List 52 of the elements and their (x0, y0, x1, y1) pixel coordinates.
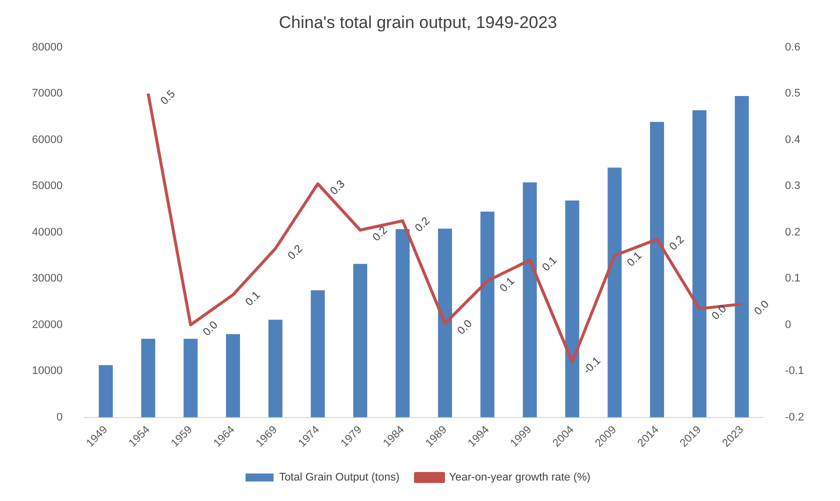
bar (650, 122, 664, 418)
data-label: 0.1 (625, 250, 644, 270)
y-tick-label: 80000 (32, 41, 63, 54)
y-tick-label: 30000 (32, 272, 63, 285)
bar (565, 200, 580, 418)
legend-label: Year-on-year growth rate (%) (449, 472, 590, 484)
data-label: 0.5 (158, 88, 178, 108)
y2-tick-label: 0.6 (785, 41, 800, 54)
y-tick-label: 70000 (32, 88, 63, 100)
data-label: 0.0 (455, 318, 475, 338)
bar (692, 110, 706, 418)
y-tick-label: 60000 (32, 134, 63, 146)
y-tick-label: 20000 (32, 318, 63, 331)
y2-tick-label: 0.2 (785, 226, 800, 238)
y-tick-label: 40000 (32, 226, 63, 238)
data-label: 0.1 (498, 275, 518, 295)
y2-tick-label: -0.2 (785, 411, 804, 424)
y-tick-label: 10000 (32, 365, 63, 378)
data-label: 0.2 (412, 215, 432, 234)
y-tick-label: 50000 (32, 180, 63, 192)
y2-tick-label: -0.1 (785, 365, 804, 378)
bar (98, 365, 113, 418)
y2-tick-label: 0.3 (785, 180, 800, 192)
bar (438, 228, 452, 418)
chart-title: China's total grain output, 1949-2023 (278, 12, 558, 32)
data-label: 0.2 (370, 224, 390, 244)
bar (141, 338, 156, 418)
bar (608, 168, 622, 418)
bar (353, 264, 368, 418)
bar (226, 334, 240, 418)
bar (480, 212, 494, 418)
data-label: 0.2 (286, 242, 306, 262)
bar (310, 290, 325, 418)
y-tick-label: 0 (56, 411, 63, 424)
y2-tick-label: 0.1 (785, 272, 800, 285)
data-label: 0.3 (328, 178, 348, 198)
data-label: 0.1 (540, 254, 560, 274)
bar (268, 320, 282, 418)
y2-tick-label: 0.5 (785, 88, 800, 100)
legend-label: Total Grain Output (tons) (279, 472, 400, 484)
data-label: 0.0 (710, 303, 730, 322)
bar (522, 182, 537, 418)
y2-tick-label: 0 (785, 318, 792, 331)
data-label: 0.0 (752, 298, 772, 318)
y2-tick-label: 0.4 (785, 134, 800, 146)
data-label: 0.0 (200, 319, 220, 339)
bar (396, 229, 410, 418)
data-label: 0.2 (667, 234, 687, 253)
bar (184, 338, 198, 418)
data-label: -0.1 (581, 354, 604, 377)
bar (734, 96, 749, 418)
data-label: 0.1 (243, 289, 263, 308)
